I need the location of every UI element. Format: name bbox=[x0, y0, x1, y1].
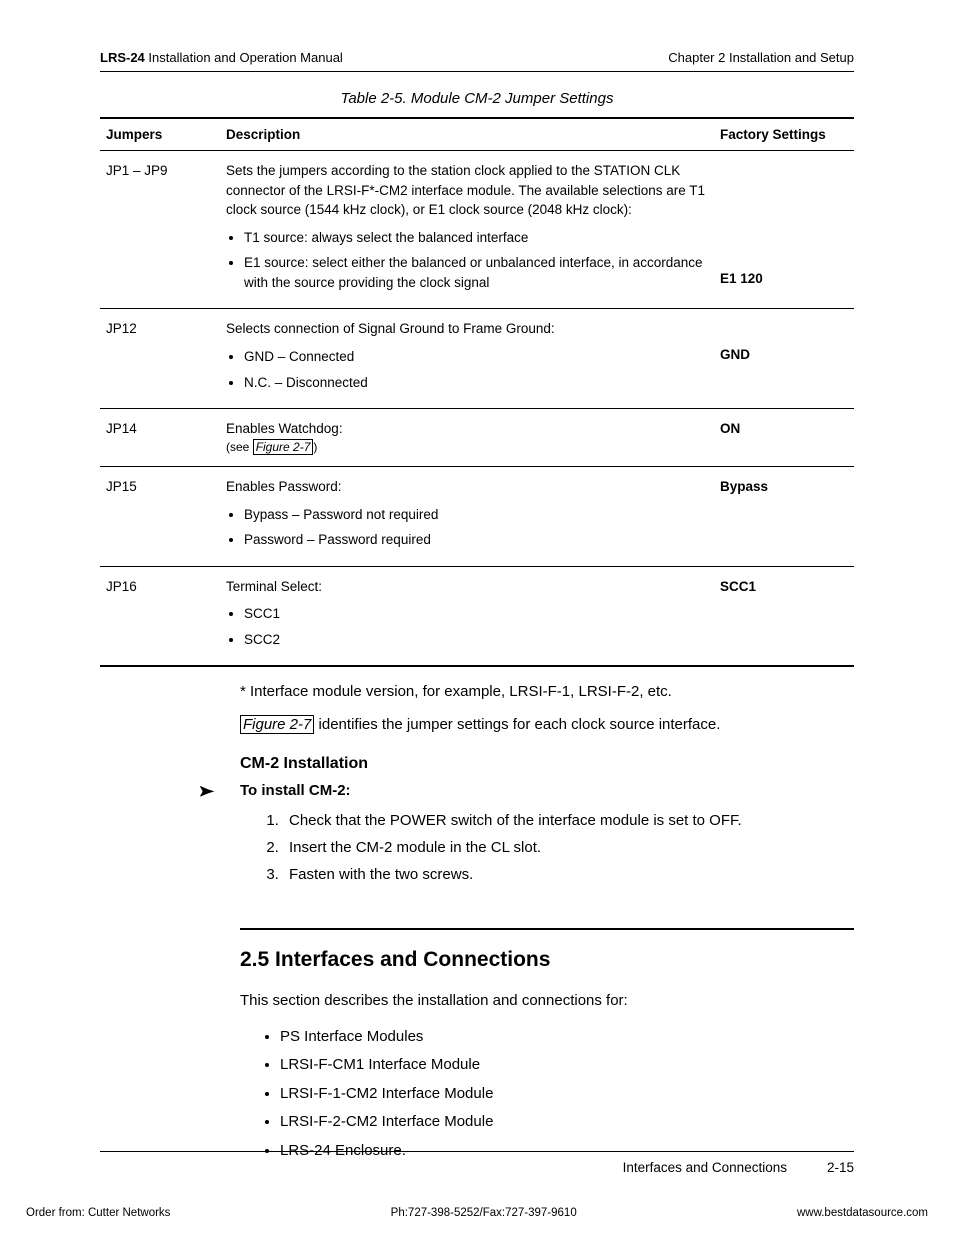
description-cell: Sets the jumpers according to the statio… bbox=[220, 151, 714, 309]
description-cell: Enables Watchdog: (see Figure 2-7) bbox=[220, 409, 714, 467]
install-step: Check that the POWER switch of the inter… bbox=[283, 807, 854, 834]
header-left: LRS-24 Installation and Operation Manual bbox=[100, 50, 343, 65]
list-item: LRSI-F-CM1 Interface Module bbox=[280, 1051, 854, 1080]
page-footer: Interfaces and Connections 2-15 bbox=[100, 1151, 854, 1175]
list-item: LRSI-F-1-CM2 Interface Module bbox=[280, 1080, 854, 1109]
factory-value: GND bbox=[720, 347, 750, 362]
desc-subnote: (see Figure 2-7) bbox=[226, 439, 708, 456]
jumper-cell: JP1 – JP9 bbox=[100, 151, 220, 309]
desc-intro: Sets the jumpers according to the statio… bbox=[226, 161, 708, 220]
interfaces-list: PS Interface Modules LRSI-F-CM1 Interfac… bbox=[260, 1023, 854, 1166]
factory-cell: Bypass bbox=[714, 467, 854, 567]
manual-code: LRS-24 bbox=[100, 50, 145, 65]
table-row: JP12 Selects connection of Signal Ground… bbox=[100, 309, 854, 409]
cm2-installation-heading: CM-2 Installation bbox=[240, 752, 854, 776]
figure-link[interactable]: Figure 2-7 bbox=[253, 439, 314, 455]
header-chapter: Chapter 2 Installation and Setup bbox=[668, 50, 854, 65]
factory-cell: GND bbox=[714, 309, 854, 409]
description-cell: Terminal Select: SCC1 SCC2 bbox=[220, 566, 714, 666]
section-divider bbox=[240, 928, 854, 930]
description-cell: Selects connection of Signal Ground to F… bbox=[220, 309, 714, 409]
factory-cell: ON bbox=[714, 409, 854, 467]
footer-section-name: Interfaces and Connections bbox=[623, 1160, 787, 1175]
jumper-cell: JP14 bbox=[100, 409, 220, 467]
table-row: JP14 Enables Watchdog: (see Figure 2-7) … bbox=[100, 409, 854, 467]
factory-cell: SCC1 bbox=[714, 566, 854, 666]
after-table-text: * Interface module version, for example,… bbox=[240, 681, 854, 776]
sub-suffix: ) bbox=[313, 440, 317, 454]
website-url: www.bestdatasource.com bbox=[797, 1207, 928, 1219]
desc-bullet: N.C. – Disconnected bbox=[244, 373, 708, 393]
footnote: * Interface module version, for example,… bbox=[240, 681, 854, 704]
list-item: LRSI-F-2-CM2 Interface Module bbox=[280, 1108, 854, 1137]
desc-bullet: SCC2 bbox=[244, 630, 708, 650]
list-item: PS Interface Modules bbox=[280, 1023, 854, 1052]
section-heading: 2.5 Interfaces and Connections bbox=[240, 948, 854, 972]
bottom-info-bar: Order from: Cutter Networks Ph:727-398-5… bbox=[26, 1207, 928, 1219]
figure-ref-rest: identifies the jumper settings for each … bbox=[314, 716, 720, 733]
manual-title: Installation and Operation Manual bbox=[145, 50, 343, 65]
order-from: Order from: Cutter Networks bbox=[26, 1207, 170, 1219]
install-procedure-row: To install CM-2: bbox=[200, 782, 854, 799]
description-cell: Enables Password: Bypass – Password not … bbox=[220, 467, 714, 567]
install-step: Fasten with the two screws. bbox=[283, 861, 854, 888]
jumper-cell: JP16 bbox=[100, 566, 220, 666]
figure-link[interactable]: Figure 2-7 bbox=[240, 715, 314, 734]
figure-reference-line: Figure 2-7 identifies the jumper setting… bbox=[240, 714, 854, 737]
desc-intro: Terminal Select: bbox=[226, 577, 708, 597]
desc-intro: Enables Password: bbox=[226, 477, 708, 497]
page-header: LRS-24 Installation and Operation Manual… bbox=[100, 50, 854, 72]
table-row: JP16 Terminal Select: SCC1 SCC2 SCC1 bbox=[100, 566, 854, 666]
desc-bullet: GND – Connected bbox=[244, 347, 708, 367]
jumper-cell: JP15 bbox=[100, 467, 220, 567]
desc-bullet: T1 source: always select the balanced in… bbox=[244, 228, 708, 248]
install-step: Insert the CM-2 module in the CL slot. bbox=[283, 834, 854, 861]
desc-intro: Enables Watchdog: bbox=[226, 419, 708, 439]
phone-fax: Ph:727-398-5252/Fax:727-397-9610 bbox=[391, 1207, 577, 1219]
col-header-factory: Factory Settings bbox=[714, 118, 854, 151]
install-steps: Check that the POWER switch of the inter… bbox=[265, 807, 854, 888]
install-title: To install CM-2: bbox=[240, 782, 351, 799]
procedure-arrow-icon bbox=[200, 786, 218, 797]
table-row: JP1 – JP9 Sets the jumpers according to … bbox=[100, 151, 854, 309]
factory-value: E1 120 bbox=[720, 271, 763, 286]
desc-bullet: SCC1 bbox=[244, 604, 708, 624]
col-header-jumpers: Jumpers bbox=[100, 118, 220, 151]
jumper-cell: JP12 bbox=[100, 309, 220, 409]
desc-intro: Selects connection of Signal Ground to F… bbox=[226, 319, 708, 339]
table-caption: Table 2-5. Module CM-2 Jumper Settings bbox=[100, 90, 854, 107]
desc-bullet: Password – Password required bbox=[244, 530, 708, 550]
desc-bullet: E1 source: select either the balanced or… bbox=[244, 253, 708, 292]
section-intro: This section describes the installation … bbox=[240, 990, 854, 1013]
sub-prefix: (see bbox=[226, 440, 253, 454]
factory-cell: E1 120 bbox=[714, 151, 854, 309]
footer-page-number: 2-15 bbox=[827, 1160, 854, 1175]
table-row: JP15 Enables Password: Bypass – Password… bbox=[100, 467, 854, 567]
col-header-description: Description bbox=[220, 118, 714, 151]
desc-bullet: Bypass – Password not required bbox=[244, 505, 708, 525]
jumper-settings-table: Jumpers Description Factory Settings JP1… bbox=[100, 117, 854, 667]
